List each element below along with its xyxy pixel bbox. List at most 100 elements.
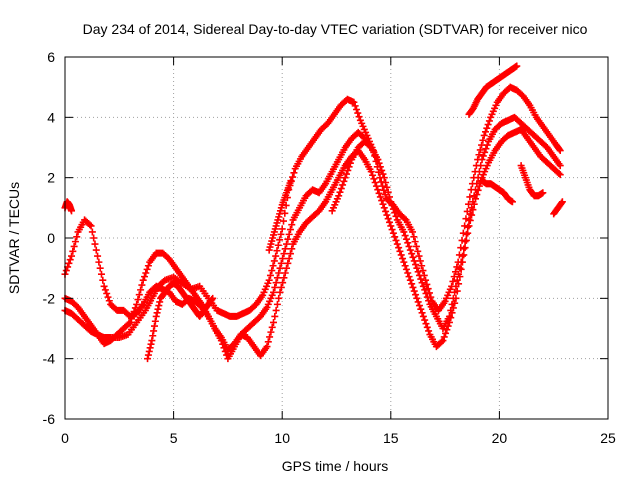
data-point [413,294,421,302]
data-point [87,222,95,230]
data-point [385,193,393,201]
data-point [419,312,427,320]
data-point [288,221,296,229]
data-point [145,347,153,355]
data-point [287,177,295,185]
data-point [275,294,283,302]
data-point [508,198,516,206]
data-point [150,322,158,330]
data-point [481,148,489,156]
data-point [411,238,419,246]
data-point [86,221,94,229]
series-arc-11 [61,198,76,215]
data-point [276,236,284,244]
data-point [423,323,431,331]
data-point [90,234,98,242]
data-point [412,261,420,269]
data-point [65,259,73,267]
data-point [376,193,384,201]
data-point [208,296,216,304]
data-point [442,329,450,337]
data-point [423,293,431,301]
data-point [285,255,293,263]
data-point [267,328,275,336]
y-axis-label: SDTVAR / TECUs [6,182,22,294]
data-point [372,182,380,190]
data-point [376,163,384,171]
data-point [396,247,404,255]
data-point [130,308,138,316]
data-point [279,255,287,263]
data-point [453,287,461,295]
data-point [66,256,74,264]
data-point [154,305,162,313]
data-point [279,279,287,287]
data-point [288,245,296,253]
data-point [414,298,422,306]
data-point [88,228,96,236]
data-point [354,109,362,117]
data-point [461,238,469,246]
data-point [401,262,409,270]
data-point [409,253,417,261]
data-point [278,225,286,233]
data-point [478,156,486,164]
data-point [133,300,141,308]
chart-title: Day 234 of 2014, Sidereal Day-to-day VTE… [83,21,588,37]
data-point [270,318,278,326]
data-point [388,226,396,234]
data-point [555,145,563,153]
data-point [277,230,285,238]
data-point [444,322,452,330]
data-point [105,297,113,305]
data-point [138,281,146,289]
data-point [371,178,379,186]
data-point [151,317,159,325]
data-point [336,188,344,196]
y-tick-label: 0 [47,230,55,246]
data-point [271,283,279,291]
y-tick-label: -6 [43,411,56,427]
data-point [558,199,566,207]
data-point [458,258,466,266]
data-point [466,217,474,225]
data-point [375,159,383,167]
data-point [70,242,78,250]
data-point [416,257,424,265]
data-point [369,171,377,179]
data-point [142,269,150,277]
series-arc-5 [265,177,295,254]
data-point [148,337,156,345]
data-point [417,275,425,283]
data-point [475,151,483,159]
data-point [221,347,229,355]
data-point [155,302,163,310]
data-point [389,229,397,237]
data-point [456,264,464,272]
data-point [380,174,388,182]
data-point [264,338,272,346]
data-point [99,276,107,284]
data-point [340,177,348,185]
data-point [460,251,468,259]
data-point [383,183,391,191]
data-point [484,121,492,129]
data-point [129,311,137,319]
series-arc-6 [328,137,382,215]
data-point [410,257,418,265]
data-point [445,312,453,320]
data-point [482,145,490,153]
data-point [127,315,135,323]
data-point [421,316,429,324]
data-point [263,343,271,351]
data-point [451,299,459,307]
data-point [284,235,292,243]
data-point [479,136,487,144]
data-point [134,296,142,304]
data-point [69,247,77,255]
series-arc-8 [478,177,516,206]
data-point [412,291,420,299]
x-tick-label: 20 [492,430,508,446]
data-point [266,271,274,279]
data-point [350,98,358,106]
